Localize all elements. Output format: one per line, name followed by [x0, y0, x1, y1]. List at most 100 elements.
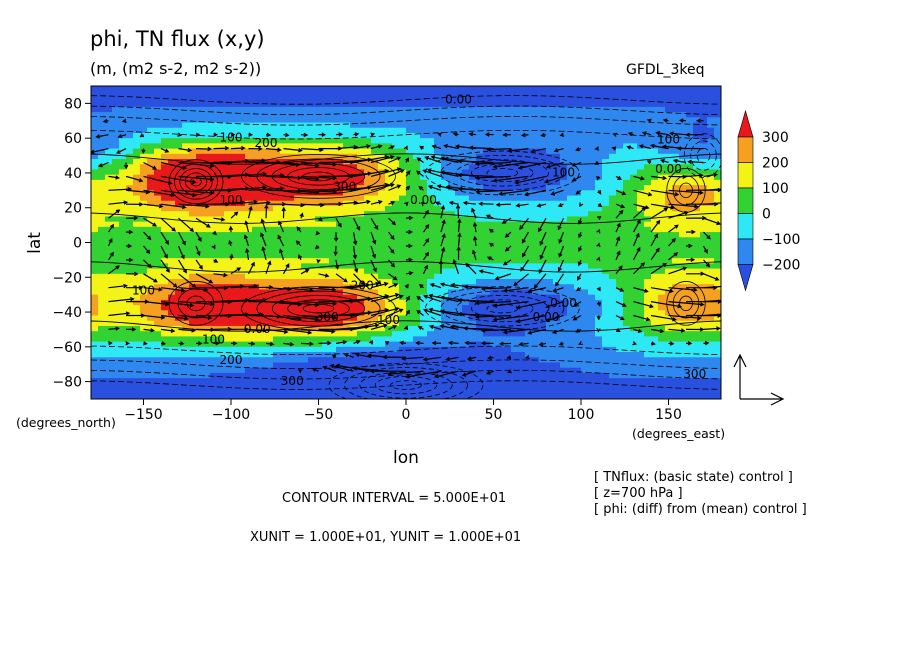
- flux-vector: [495, 202, 512, 207]
- flux-vector: [465, 262, 477, 275]
- flux-vector: [417, 325, 424, 330]
- x-tick-label: −150: [124, 407, 162, 423]
- contour-label: 200: [220, 353, 243, 367]
- flux-vector: [463, 284, 494, 289]
- flux-vector: [314, 245, 320, 250]
- flux-vector: [318, 273, 330, 278]
- flux-vector: [195, 217, 211, 228]
- flux-vector: [195, 231, 202, 243]
- flux-vector: [228, 239, 233, 247]
- flux-vector: [492, 161, 529, 169]
- contour-ring: [424, 286, 580, 331]
- flux-vector: [404, 201, 409, 207]
- flux-vector: [300, 301, 338, 306]
- flux-vector: [558, 245, 565, 258]
- flux-vector: [300, 132, 309, 138]
- flux-vector: [596, 286, 601, 292]
- flux-vector: [597, 202, 603, 208]
- contour-line: [91, 95, 721, 105]
- flux-vector: [424, 156, 442, 164]
- flux-vector: [143, 161, 157, 170]
- flux-vector: [435, 201, 442, 206]
- flux-vector: [507, 369, 512, 374]
- flux-vector: [125, 202, 144, 207]
- flux-vector: [352, 245, 358, 260]
- contour-ring: [344, 367, 468, 399]
- flux-vector: [125, 243, 133, 249]
- contour-label: 100: [132, 284, 155, 298]
- flux-vector: [160, 148, 170, 153]
- flux-vector: [388, 294, 404, 303]
- flux-vector: [655, 130, 669, 136]
- flux-vector: [687, 159, 704, 165]
- flux-vector: [230, 199, 259, 205]
- flux-vector: [404, 283, 409, 289]
- flux-vector: [575, 328, 582, 333]
- contour-line: [91, 345, 721, 355]
- reference-arrow: [733, 353, 785, 406]
- flux-vector: [571, 175, 582, 182]
- contour-ring: [179, 168, 213, 196]
- flux-vector: [506, 355, 512, 360]
- flux-vector: [488, 228, 494, 233]
- flux-vector: [672, 158, 687, 164]
- flux-vector: [335, 340, 348, 345]
- flux-vector: [423, 294, 442, 303]
- flux-vector: [703, 259, 711, 268]
- flux-vector: [283, 301, 320, 308]
- contour-label: 100: [657, 132, 680, 146]
- flux-vector: [125, 271, 139, 277]
- flux-vector: [178, 328, 196, 333]
- y-tick-label: −20: [52, 270, 82, 286]
- flux-vector: [369, 339, 374, 345]
- flux-vector: [230, 327, 249, 332]
- flux-vector: [492, 314, 529, 322]
- flux-vector: [423, 308, 442, 317]
- flux-vector: [685, 173, 704, 178]
- contour-label: 300: [281, 374, 304, 388]
- flux-vector: [448, 340, 459, 346]
- flux-vector: [265, 341, 275, 347]
- flux-vector: [703, 188, 721, 191]
- flux-vector: [139, 133, 145, 138]
- flux-vector: [422, 264, 429, 275]
- contour-ring: [390, 380, 422, 390]
- flux-vector: [248, 328, 268, 333]
- flux-vector: [102, 118, 109, 124]
- flux-vector: [125, 257, 134, 263]
- flux-vector: [160, 217, 176, 232]
- flux-vector: [333, 232, 339, 243]
- flux-vector: [107, 223, 114, 233]
- contour-line: [91, 261, 721, 273]
- flux-vector: [703, 217, 721, 226]
- flux-vector: [502, 259, 512, 266]
- contour-label: 0.00: [550, 296, 577, 310]
- flux-vector: [638, 144, 652, 150]
- flux-vector: [141, 148, 146, 154]
- flux-vector: [550, 189, 564, 196]
- flux-vector: [143, 217, 157, 227]
- flux-vector: [457, 218, 462, 233]
- note-phi: [ phi: (diff) from (mean) control ]: [594, 502, 807, 517]
- flux-vector: [295, 240, 302, 247]
- flux-vector: [596, 175, 601, 181]
- flux-vector: [248, 173, 285, 178]
- flux-vector: [515, 203, 529, 208]
- flux-vector: [416, 309, 424, 316]
- flux-vector: [632, 341, 638, 346]
- flux-vector: [488, 242, 494, 247]
- flux-vector: [300, 269, 310, 275]
- flux-vector: [646, 118, 652, 123]
- flux-vector: [370, 323, 388, 330]
- contour-ring: [440, 290, 565, 327]
- flux-vector: [452, 132, 459, 137]
- x-tick-label: −50: [304, 407, 334, 423]
- x-axis-label: lon: [393, 448, 419, 468]
- flux-vector: [615, 203, 626, 209]
- y-tick-label: −80: [52, 375, 82, 391]
- contour-ring: [683, 133, 721, 178]
- flux-vector: [405, 257, 414, 263]
- flux-vector: [247, 261, 255, 275]
- flux-vector: [650, 301, 683, 309]
- flux-vector: [95, 134, 109, 139]
